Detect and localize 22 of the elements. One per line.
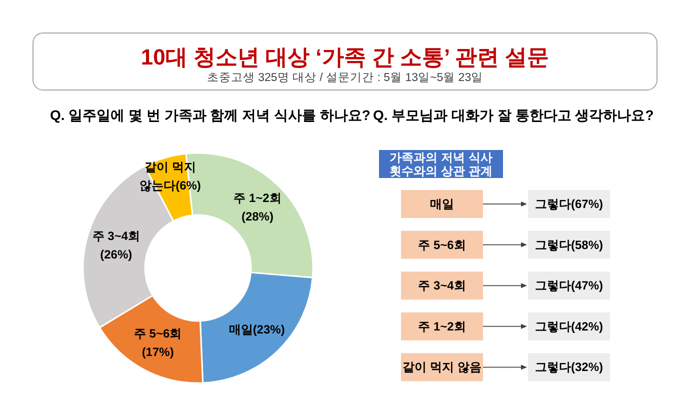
data-label: (26%) — [100, 247, 132, 262]
text: 그렇다(32%) — [534, 360, 604, 374]
category-label: 주 3~4회 — [418, 278, 466, 293]
slice-label: 주 3~4회 — [92, 228, 140, 243]
text: 그렇다(58%) — [534, 238, 604, 252]
text: 초중고생 325명 대상 / 설문기간 : 5월 13일~5월 23일 — [206, 72, 484, 84]
slice-label: 주 1~2회 — [234, 191, 282, 206]
text: 가족과의 저녁 식사 횟수와의 상관 관계 — [390, 150, 492, 178]
text: Q. 부모님과 대화가 잘 통한다고 생각하나요? — [373, 107, 654, 123]
text: 그렇다(42%) — [534, 319, 604, 334]
slice-label: 매일(23%) — [228, 322, 285, 336]
text: 10대 청소년 대상 ‘가족 간 소통’ 관련 설문 — [140, 44, 550, 70]
text: 그렇다(67%) — [534, 197, 604, 211]
category-label: 같이 먹지 않음 — [402, 360, 482, 374]
category-label: 매일 — [430, 197, 454, 211]
slice-label: 주 5~6회 — [134, 326, 182, 341]
data-label: (28%) — [241, 210, 274, 224]
text: 그렇다(47%) — [534, 278, 604, 293]
category-label: 주 1~2회 — [418, 319, 466, 334]
chart-title: Q. 일주일에 몇 번 가족과 함께 저녁 식사를 하나요? — [50, 107, 370, 123]
category-label: 주 5~6회 — [418, 238, 466, 252]
data-label: (17%) — [142, 345, 174, 360]
